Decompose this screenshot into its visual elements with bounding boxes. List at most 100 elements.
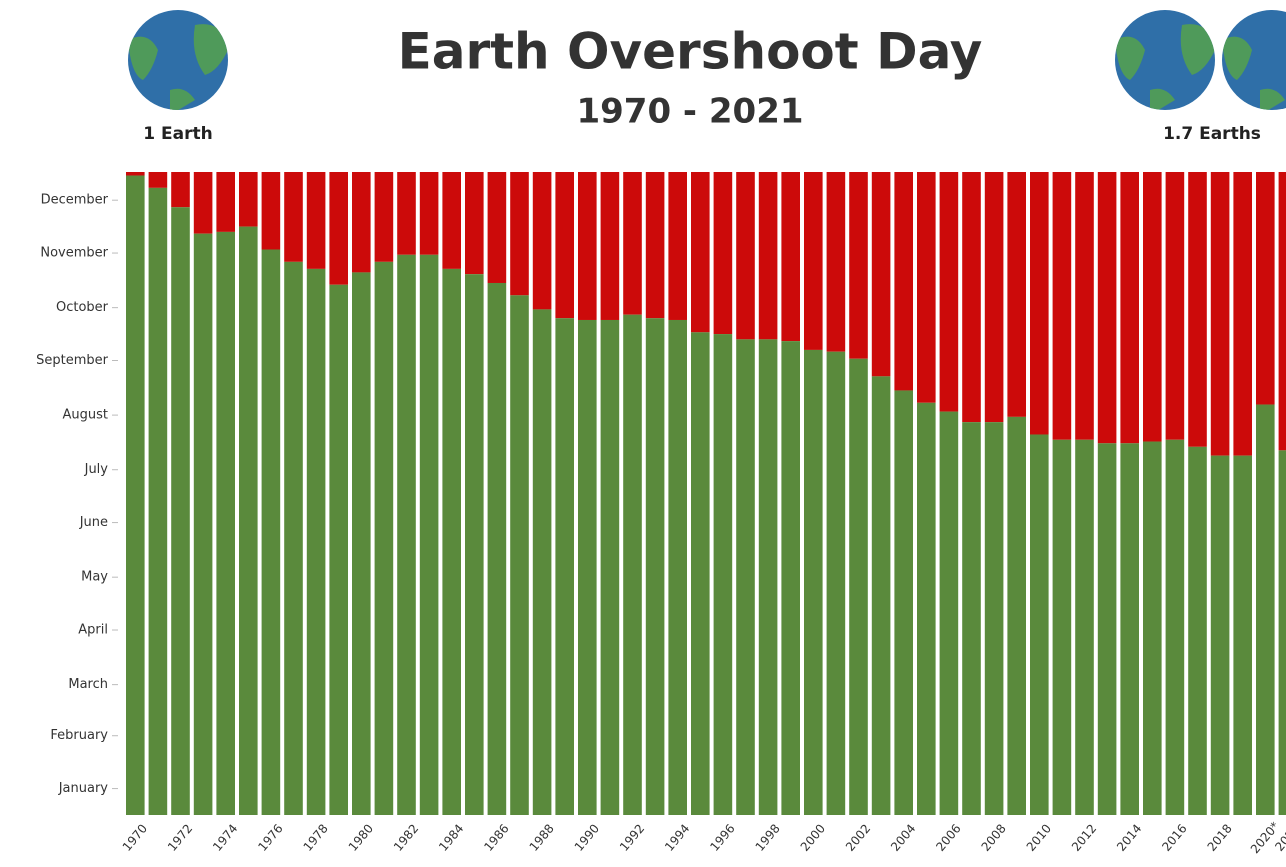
bar (239, 226, 258, 815)
bar (871, 376, 891, 815)
overshoot-remainder (894, 172, 913, 391)
bar (352, 272, 371, 815)
bar (1210, 455, 1230, 815)
bar (171, 207, 190, 815)
y-tick-label: April (78, 623, 108, 638)
overshoot-remainder (352, 172, 371, 273)
y-tick-label: June (79, 515, 108, 530)
bar (306, 268, 326, 816)
x-tick-label: 2018 (1205, 821, 1235, 853)
x-tick-label: 2012 (1069, 821, 1099, 853)
bar (148, 187, 168, 815)
x-tick-label: 1992 (617, 821, 647, 853)
bar (1256, 404, 1275, 815)
overshoot-remainder (306, 172, 326, 269)
x-tick-label: 2006 (933, 821, 963, 853)
bar (804, 349, 823, 815)
overshoot-remainder (758, 172, 778, 340)
overshoot-remainder (148, 172, 168, 188)
x-tick-label: 1984 (436, 821, 466, 853)
bar (917, 402, 936, 815)
bar (600, 319, 620, 815)
y-tick-label: December (41, 193, 109, 208)
overshoot-remainder (1030, 172, 1049, 435)
x-tick-label: 1978 (301, 821, 331, 853)
x-tick-label: 1986 (481, 821, 511, 853)
bar (578, 319, 597, 815)
bar (216, 231, 235, 816)
overshoot-remainder (1188, 172, 1207, 447)
overshoot-remainder (1007, 172, 1026, 417)
x-tick-label: 2000 (798, 821, 828, 853)
bar (1120, 443, 1139, 815)
bar (397, 254, 416, 816)
y-tick-label: July (84, 462, 109, 477)
overshoot-remainder (1120, 172, 1139, 444)
overshoot-remainder (849, 172, 868, 359)
bar (442, 268, 461, 816)
overshoot-remainder (691, 172, 710, 333)
y-tick-label: March (68, 677, 108, 692)
x-tick-label: 1996 (707, 821, 737, 853)
overshoot-remainder (239, 172, 258, 227)
bar (1143, 441, 1162, 815)
overshoot-remainder (510, 172, 529, 296)
overshoot-remainder (623, 172, 642, 315)
y-tick-label: August (63, 408, 109, 423)
bar (1278, 450, 1286, 815)
bar (826, 351, 846, 815)
bar (645, 318, 665, 815)
bar (623, 314, 642, 815)
overshoot-remainder (1210, 172, 1230, 456)
overshoot-remainder (826, 172, 846, 352)
overshoot-remainder (962, 172, 981, 423)
bar (284, 261, 303, 815)
overshoot-remainder (804, 172, 823, 350)
overshoot-remainder (1278, 172, 1286, 451)
bar (668, 319, 687, 815)
overshoot-remainder (397, 172, 416, 255)
bar (849, 358, 868, 815)
overshoot-remainder (171, 172, 190, 208)
earth-icon (128, 10, 228, 110)
bar (1075, 439, 1094, 815)
overshoot-remainder (1097, 172, 1117, 444)
x-tick-label: 1980 (346, 821, 376, 853)
earth-label: 1 Earth (143, 124, 212, 144)
x-tick-label: 2020* (1248, 819, 1282, 856)
bar (1233, 455, 1252, 815)
overshoot-remainder (1165, 172, 1185, 440)
overshoot-remainder (781, 172, 800, 342)
bar (691, 332, 710, 815)
bar (126, 175, 145, 815)
overshoot-remainder (1075, 172, 1094, 440)
x-tick-label: 1976 (255, 821, 285, 853)
overshoot-remainder (713, 172, 733, 335)
overshoot-remainder (917, 172, 936, 403)
x-tick-label: 2008 (979, 821, 1009, 853)
bar (984, 422, 1004, 815)
y-tick-label: February (50, 728, 108, 743)
overshoot-remainder (668, 172, 687, 320)
overshoot-remainder (419, 172, 439, 255)
overshoot-remainder (284, 172, 303, 262)
x-tick-label: 1972 (165, 821, 195, 853)
chart-subtitle: 1970 - 2021 (576, 92, 803, 132)
y-tick-label: September (36, 353, 109, 368)
overshoot-remainder (465, 172, 484, 275)
bar (419, 254, 439, 816)
x-tick-label: 1970 (120, 821, 150, 853)
bar (555, 318, 574, 815)
overshoot-remainder (329, 172, 348, 285)
overshoot-remainder (1256, 172, 1275, 405)
x-tick-label: 1990 (572, 821, 602, 853)
x-tick-label: 1988 (527, 821, 557, 853)
overshoot-remainder (1052, 172, 1072, 440)
y-tick-label: October (56, 300, 109, 315)
overshoot-remainder (193, 172, 213, 234)
bar (713, 334, 733, 815)
overshoot-remainder (871, 172, 891, 377)
overshoot-remainder (600, 172, 620, 320)
x-tick-label: 2004 (888, 821, 918, 853)
